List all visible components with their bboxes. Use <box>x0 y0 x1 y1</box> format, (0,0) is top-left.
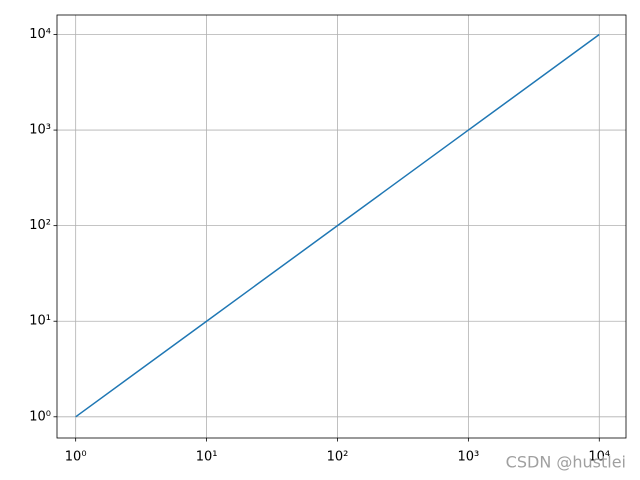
y-tick-label: 10³ <box>29 123 51 138</box>
x-tick-label: 10⁰ <box>65 450 87 465</box>
y-tick-label: 10¹ <box>29 314 51 329</box>
x-tick-label: 10¹ <box>196 450 218 465</box>
y-tick-label: 10⁰ <box>29 409 51 424</box>
x-tick-label: 10² <box>327 450 349 465</box>
line <box>75 33 600 418</box>
watermark: CSDN @hustlei <box>506 453 626 472</box>
y-tick-label: 10⁴ <box>29 27 51 42</box>
y-tick-label: 10² <box>29 218 51 233</box>
x-tick-label: 10⁴ <box>588 450 610 465</box>
x-tick-label: 10³ <box>457 450 479 465</box>
axes-frame <box>56 14 627 439</box>
